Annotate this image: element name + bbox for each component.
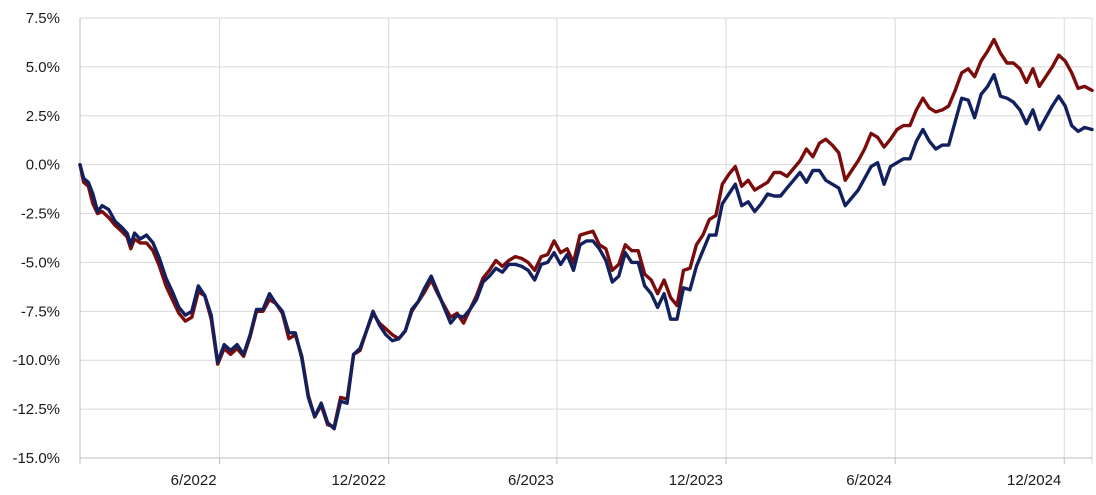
x-tick-label: 12/2024 [1007,472,1061,489]
y-tick-labels: 7.5% 5.0% 2.5% 0.0% -2.5% -5.0% -7.5% -10.0% -12… [12,10,60,467]
x-tick-label: 12/2022 [331,472,385,489]
y-tick-label: -10.0% [12,352,60,369]
y-tick-label: -7.5% [21,303,60,320]
x-tick-label: 6/2024 [846,472,892,489]
x-tick-labels: 6/2022 12/2022 6/2023 12/2023 6/2024 12/2024 [171,472,1062,489]
x-tick-label: 6/2023 [508,472,554,489]
series-lines [78,37,1094,431]
y-tick-label: 7.5% [26,10,60,27]
series-line-2 [78,72,1094,431]
y-tick-label: -5.0% [21,254,60,271]
x-tick-label: 6/2022 [171,472,217,489]
x-tick-label: 12/2023 [669,472,723,489]
series-line-1 [78,37,1094,429]
grid [80,17,1092,459]
axes [79,18,1093,464]
y-tick-label: 5.0% [26,59,60,76]
y-tick-label: -12.5% [12,401,60,418]
y-tick-label: 2.5% [26,108,60,125]
y-tick-label: -2.5% [21,206,60,223]
y-tick-label: 0.0% [26,157,60,174]
y-tick-label: -15.0% [12,450,60,467]
